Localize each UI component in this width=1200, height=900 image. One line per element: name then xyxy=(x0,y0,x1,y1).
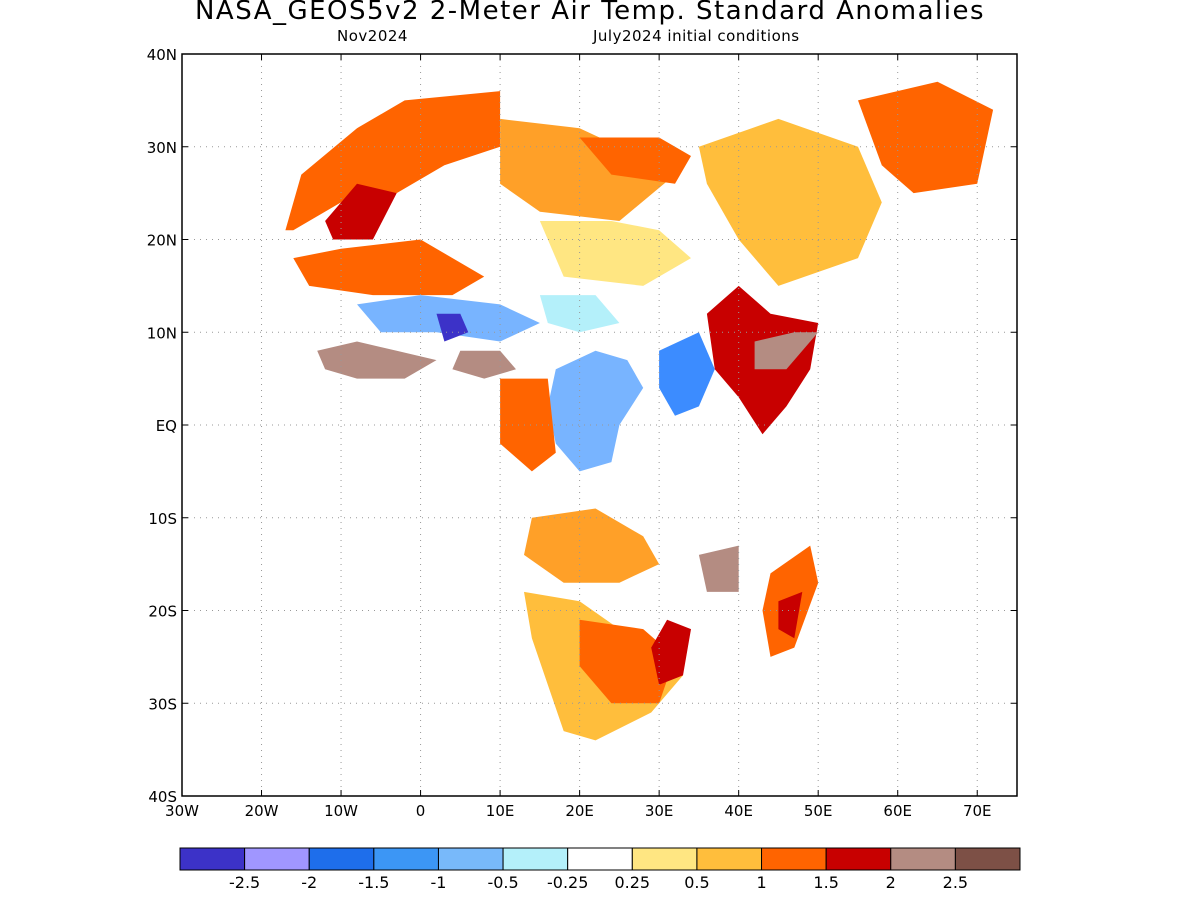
lat-tick-label: EQ xyxy=(156,417,177,435)
lat-tick-label: 30S xyxy=(148,695,177,713)
anomaly-region-5 xyxy=(539,221,691,286)
legend-swatch xyxy=(373,847,439,871)
lon-tick-label: 50E xyxy=(804,802,833,820)
target-month-label: Nov2024 xyxy=(337,27,408,45)
anomaly-region-24 xyxy=(778,591,803,639)
anomaly-shading xyxy=(285,81,994,741)
initial-conditions-label: July2024 initial conditions xyxy=(593,27,800,45)
anomaly-region-7 xyxy=(858,81,994,194)
legend-swatch xyxy=(308,847,375,871)
legend-label: -2.5 xyxy=(229,873,260,892)
legend-label: 2 xyxy=(886,873,896,892)
lat-tick-label: 40N xyxy=(147,46,177,64)
anomaly-region-1 xyxy=(325,183,397,240)
lon-tick-label: 0 xyxy=(416,802,426,820)
legend-swatch xyxy=(502,847,569,871)
legend-swatch xyxy=(437,847,504,871)
anomaly-region-22 xyxy=(698,545,739,592)
legend-label: 0.5 xyxy=(684,873,709,892)
anomaly-region-9 xyxy=(436,313,469,342)
legend-swatch xyxy=(567,847,633,871)
color-legend: -2.5 -2 -1.5 -1 -0.5 -0.25 0.25 0.5 1 1.5 2 2.5 xyxy=(179,847,1021,892)
anomaly-region-11 xyxy=(317,341,437,379)
legend-label: -2 xyxy=(301,873,317,892)
legend-label: -0.5 xyxy=(487,873,518,892)
legend-label: -1.5 xyxy=(358,873,389,892)
legend-swatch xyxy=(631,847,698,871)
lon-tick-label: 40E xyxy=(724,802,753,820)
legend-label: 1.5 xyxy=(813,873,838,892)
anomaly-region-3 xyxy=(579,137,691,184)
lat-tick-label: 10S xyxy=(148,510,177,528)
anomaly-region-18 xyxy=(524,508,660,583)
anomaly-region-15 xyxy=(500,378,556,472)
anomaly-region-0 xyxy=(285,91,501,231)
anomaly-region-4 xyxy=(293,239,485,296)
lon-tick-label: 30W xyxy=(165,802,199,820)
anomaly-region-21 xyxy=(651,619,691,685)
lon-tick-label: 20W xyxy=(245,802,279,820)
anomaly-region-12 xyxy=(452,350,516,379)
chart-title: NASA_GEOS5v2 2-Meter Air Temp. Standard … xyxy=(194,0,986,26)
legend-swatch xyxy=(696,847,763,871)
lat-tick-label: 30N xyxy=(147,139,177,157)
legend-label: -0.25 xyxy=(547,873,588,892)
anomaly-region-20 xyxy=(579,619,675,704)
legend-label: -1 xyxy=(430,873,446,892)
anomaly-region-13 xyxy=(547,350,644,472)
axis-ticks: 30W 20W 10W 0 10E 20E 30E 40E 50E 60E 70E 40N 30N 20N… xyxy=(147,46,1017,820)
anomaly-region-6 xyxy=(698,118,882,286)
graticule xyxy=(182,54,1017,796)
lon-tick-label: 10W xyxy=(324,802,358,820)
legend-swatch xyxy=(244,847,310,871)
anomaly-region-17 xyxy=(754,332,819,370)
lat-tick-label: 20S xyxy=(148,603,177,621)
legend-label: 1 xyxy=(756,873,766,892)
lon-tick-label: 20E xyxy=(565,802,594,820)
lat-tick-label: 40S xyxy=(148,788,177,806)
lat-tick-label: 10N xyxy=(147,324,177,342)
anomaly-region-10 xyxy=(539,295,620,333)
lon-tick-label: 60E xyxy=(883,802,912,820)
anomaly-region-14 xyxy=(659,332,715,416)
lon-tick-label: 70E xyxy=(963,802,992,820)
legend-label: 0.25 xyxy=(614,873,650,892)
lon-tick-label: 10E xyxy=(486,802,515,820)
lon-tick-label: 30E xyxy=(645,802,674,820)
legend-swatch xyxy=(890,847,956,871)
legend-swatch xyxy=(179,847,246,871)
legend-swatch xyxy=(825,847,892,871)
legend-swatch xyxy=(954,847,1021,871)
legend-label: 2.5 xyxy=(943,873,968,892)
legend-swatch xyxy=(761,847,827,871)
lat-tick-label: 20N xyxy=(147,232,177,250)
